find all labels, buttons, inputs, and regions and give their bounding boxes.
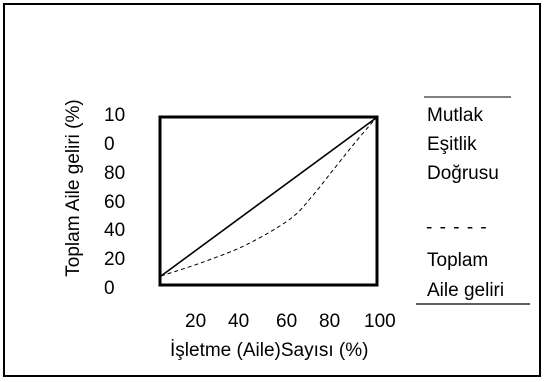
plot-area-frame xyxy=(158,115,379,287)
legend-lorenz-line-1: Toplam xyxy=(427,250,489,271)
legend-equality-line-3: Doğrusu xyxy=(427,163,499,184)
legend-equality-line-2: Eşitlik xyxy=(427,134,477,155)
x-axis-label: İşletme (Aile)Sayısı (%) xyxy=(170,340,369,361)
x-tick-label: 40 xyxy=(228,311,250,332)
x-tick-label: 60 xyxy=(276,311,298,332)
y-tick-label: 10 xyxy=(104,105,126,126)
y-tick-label: 20 xyxy=(104,249,126,270)
y-tick-label: 0 xyxy=(104,278,115,299)
x-tick-label: 20 xyxy=(185,311,207,332)
lorenz-curve-line xyxy=(160,117,377,277)
y-tick-label: 60 xyxy=(104,192,126,213)
y-tick-label: 0 xyxy=(104,134,115,155)
y-axis-label: Toplam Aile geliri (%) xyxy=(63,99,84,277)
figure-frame xyxy=(3,3,541,377)
y-tick-label: 40 xyxy=(104,220,126,241)
equality-line xyxy=(160,117,377,277)
x-tick-label: 80 xyxy=(319,311,341,332)
legend-equality-line-1: Mutlak xyxy=(427,105,483,126)
y-tick-label: 80 xyxy=(104,163,126,184)
x-tick-label: 100 xyxy=(364,311,396,332)
legend-dashed-marker: - - - - - xyxy=(426,217,488,238)
legend-lorenz-line-2: Aile geliri xyxy=(427,280,505,301)
